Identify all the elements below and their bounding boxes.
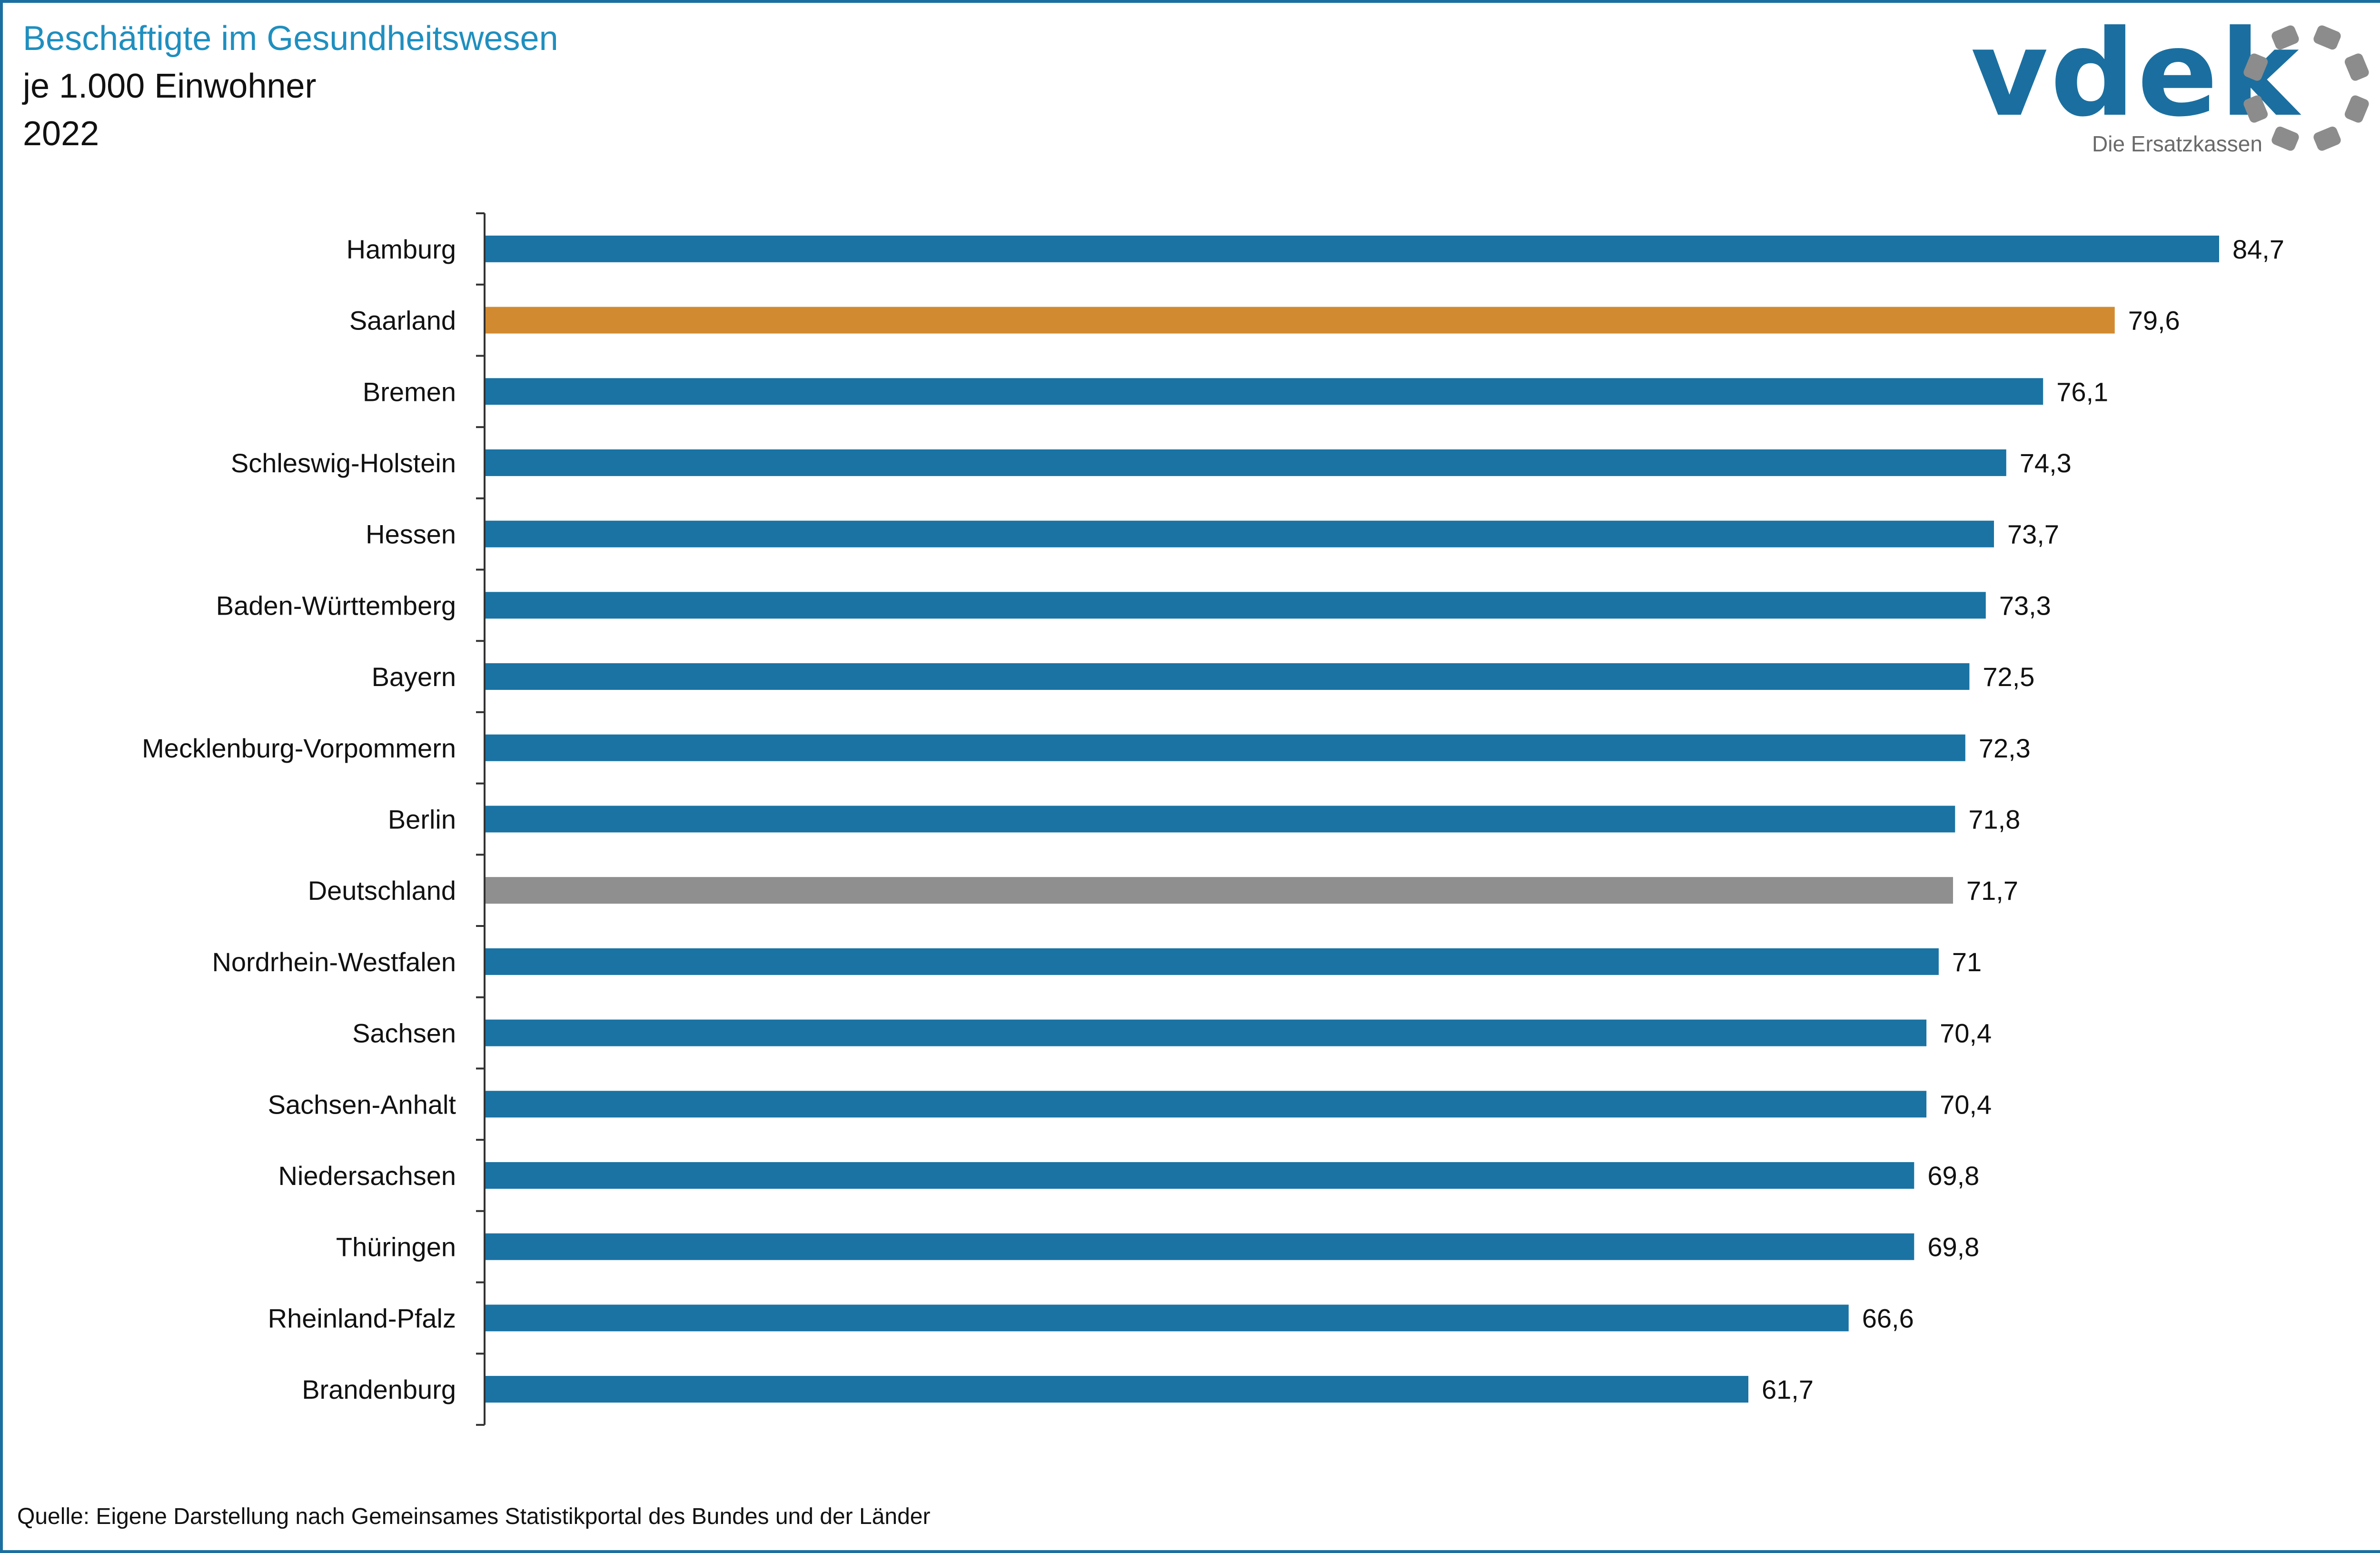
logo-ring-segment <box>2344 53 2369 81</box>
logo-ring-segment <box>2243 53 2268 81</box>
category-label: Brandenburg <box>302 1374 456 1404</box>
data-label: 73,3 <box>1999 590 2051 620</box>
data-label: 73,7 <box>2007 519 2059 549</box>
data-label: 84,7 <box>2232 234 2284 264</box>
data-label: 69,8 <box>1927 1161 1979 1191</box>
logo-ring-segment <box>2313 126 2341 151</box>
bar-nordrhein-westfalen <box>486 948 1939 975</box>
data-label: 74,3 <box>2020 448 2072 478</box>
category-label: Sachsen-Anhalt <box>268 1089 456 1119</box>
category-label: Mecklenburg-Vorpommern <box>142 733 456 763</box>
bar-schleswig-holstein <box>486 449 2006 476</box>
category-label: Saarland <box>349 306 456 336</box>
bar-bayern <box>486 663 1970 690</box>
bar-baden-württemberg <box>486 592 1986 619</box>
bar-deutschland <box>486 877 1954 904</box>
data-label: 71,8 <box>1968 804 2020 834</box>
category-label: Sachsen <box>352 1018 456 1048</box>
category-label: Bayern <box>372 662 456 692</box>
data-label: 72,3 <box>1979 733 2031 763</box>
bar-sachsen-anhalt <box>486 1091 1927 1118</box>
bar-mecklenburg-vorpommern <box>486 734 1965 761</box>
logo-ring-segment <box>2243 95 2268 123</box>
data-label: 76,1 <box>2056 377 2108 407</box>
bar-bremen <box>486 378 2043 405</box>
data-label: 71 <box>1952 947 1982 977</box>
category-label: Rheinland-Pfalz <box>268 1303 456 1333</box>
data-label: 66,6 <box>1862 1303 1914 1333</box>
bar-sachsen <box>486 1019 1927 1046</box>
logo-ring-icon <box>2243 25 2369 151</box>
logo-tagline: Die Ersatzkassen <box>2092 131 2262 156</box>
category-label: Hessen <box>366 519 456 549</box>
data-label: 69,8 <box>1927 1232 1979 1262</box>
logo-ring-segment <box>2344 95 2369 123</box>
data-label: 72,5 <box>1983 662 2034 692</box>
logo-ring-segment <box>2271 126 2299 151</box>
category-label: Thüringen <box>336 1232 456 1262</box>
category-label: Bremen <box>363 377 456 407</box>
bar-hessen <box>486 520 1994 548</box>
data-label: 71,7 <box>1966 876 2018 906</box>
chart-title: Beschäftigte im Gesundheitswesen <box>23 20 558 58</box>
category-label: Nordrhein-Westfalen <box>212 947 456 977</box>
data-label: 79,6 <box>2128 306 2180 336</box>
bar-thüringen <box>486 1233 1914 1260</box>
category-label: Berlin <box>388 804 456 834</box>
vdek-logo: vdek Die Ersatzkassen <box>1971 14 2380 162</box>
category-label: Hamburg <box>347 234 456 264</box>
data-label: 70,4 <box>1940 1018 1992 1048</box>
bar-rheinland-pfalz <box>486 1304 1849 1332</box>
logo-ring-segment <box>2313 25 2341 50</box>
source-note: Quelle: Eigene Darstellung nach Gemeinsa… <box>17 1504 931 1529</box>
category-label: Schleswig-Holstein <box>231 448 456 478</box>
chart-year: 2022 <box>23 115 99 153</box>
data-label: 61,7 <box>1762 1374 1814 1404</box>
bar-saarland <box>486 307 2115 334</box>
chart-subtitle: je 1.000 Einwohner <box>23 67 317 105</box>
data-label: 70,4 <box>1940 1089 1992 1119</box>
bar-brandenburg <box>486 1376 1749 1403</box>
bar-niedersachsen <box>486 1162 1914 1189</box>
bar-berlin <box>486 806 1955 833</box>
bar-hamburg <box>486 235 2219 262</box>
logo-ring-segment <box>2271 25 2299 50</box>
category-label: Deutschland <box>308 876 456 906</box>
category-label: Baden-Württemberg <box>216 590 456 620</box>
category-label: Niedersachsen <box>278 1161 456 1191</box>
